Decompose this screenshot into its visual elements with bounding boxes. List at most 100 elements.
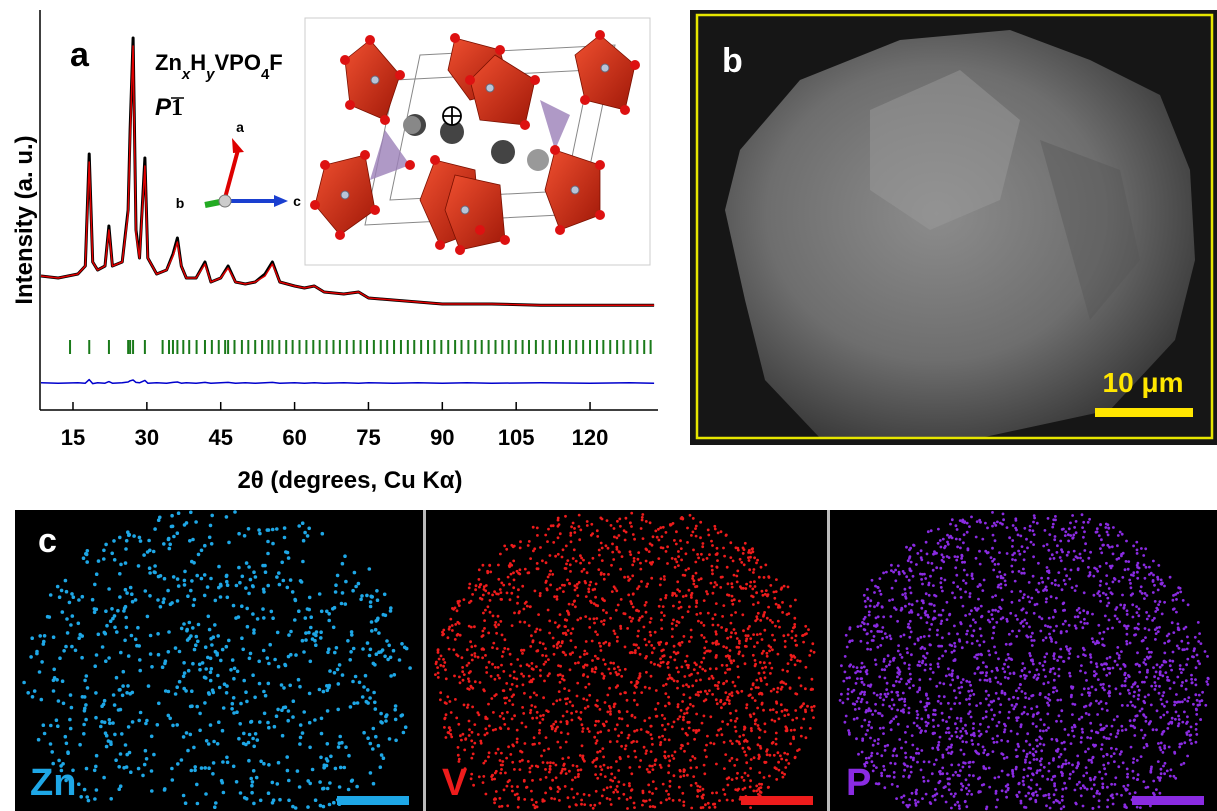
signal-dot	[949, 684, 952, 687]
signal-dot	[775, 603, 778, 606]
signal-dot	[1090, 787, 1093, 790]
signal-dot	[725, 664, 728, 667]
signal-dot	[946, 534, 949, 537]
signal-dot	[379, 712, 383, 716]
signal-dot	[748, 748, 751, 751]
signal-dot	[262, 588, 266, 592]
signal-dot	[622, 612, 625, 615]
signal-dot	[648, 765, 651, 768]
signal-dot	[1169, 664, 1172, 667]
signal-dot	[664, 728, 667, 731]
signal-dot	[722, 604, 725, 607]
signal-dot	[619, 693, 622, 696]
signal-dot	[925, 694, 928, 697]
signal-dot	[942, 756, 945, 759]
signal-dot	[1035, 589, 1038, 592]
signal-dot	[700, 621, 703, 624]
signal-dot	[959, 547, 962, 550]
signal-dot	[985, 730, 988, 733]
signal-dot	[688, 640, 691, 643]
signal-dot	[746, 703, 749, 706]
signal-dot	[732, 681, 735, 684]
signal-dot	[101, 645, 105, 649]
signal-dot	[1038, 582, 1041, 585]
signal-dot	[1111, 593, 1114, 596]
signal-dot	[1148, 566, 1151, 569]
signal-dot	[1142, 737, 1145, 740]
signal-dot	[458, 604, 461, 607]
signal-dot	[673, 645, 676, 648]
signal-dot	[97, 633, 101, 637]
signal-dot	[186, 749, 190, 753]
signal-dot	[873, 591, 876, 594]
signal-dot	[588, 584, 591, 587]
signal-dot	[777, 687, 780, 690]
signal-dot	[713, 586, 716, 589]
signal-dot	[118, 688, 122, 692]
signal-dot	[556, 741, 559, 744]
signal-dot	[203, 701, 207, 705]
signal-dot	[503, 723, 506, 726]
signal-dot	[344, 580, 348, 584]
signal-dot	[243, 534, 247, 538]
signal-dot	[326, 689, 330, 693]
signal-dot	[905, 804, 908, 807]
signal-dot	[525, 601, 528, 604]
signal-dot	[532, 678, 535, 681]
signal-dot	[1041, 581, 1044, 584]
signal-dot	[600, 542, 603, 545]
signal-dot	[221, 648, 225, 652]
signal-dot	[787, 634, 790, 637]
signal-dot	[1150, 685, 1153, 688]
signal-dot	[130, 592, 134, 596]
scale-bar-label: 10 μm	[1103, 367, 1184, 398]
signal-dot	[394, 739, 398, 743]
signal-dot	[287, 779, 291, 783]
signal-dot	[596, 535, 599, 538]
signal-dot	[1102, 764, 1105, 767]
signal-dot	[372, 727, 376, 731]
signal-dot	[917, 801, 920, 804]
signal-dot	[468, 734, 471, 737]
signal-dot	[1106, 531, 1109, 534]
signal-dot	[483, 588, 486, 591]
signal-dot	[1115, 606, 1118, 609]
signal-dot	[1058, 668, 1061, 671]
signal-dot	[458, 758, 461, 761]
signal-dot	[1089, 653, 1092, 656]
signal-dot	[182, 794, 186, 798]
signal-dot	[779, 754, 782, 757]
signal-dot	[504, 772, 507, 775]
signal-dot	[904, 731, 907, 734]
signal-dot	[485, 793, 488, 796]
signal-dot	[677, 718, 680, 721]
signal-dot	[95, 608, 99, 612]
signal-dot	[858, 707, 861, 710]
signal-dot	[375, 652, 379, 656]
signal-dot	[601, 559, 604, 562]
y-axis-label: Intensity (a. u.)	[11, 135, 38, 304]
signal-dot	[1129, 642, 1132, 645]
signal-dot	[951, 592, 954, 595]
signal-dot	[863, 618, 866, 621]
panel-label: b	[722, 42, 743, 80]
signal-dot	[695, 613, 698, 616]
signal-dot	[1053, 679, 1056, 682]
signal-dot	[501, 712, 504, 715]
signal-dot	[1080, 664, 1083, 667]
signal-dot	[594, 630, 597, 633]
signal-dot	[663, 717, 666, 720]
signal-dot	[638, 766, 641, 769]
signal-dot	[517, 596, 520, 599]
signal-dot	[686, 734, 689, 737]
signal-dot	[552, 762, 555, 765]
signal-dot	[714, 613, 717, 616]
signal-dot	[247, 527, 251, 531]
signal-dot	[941, 636, 944, 639]
signal-dot	[794, 599, 797, 602]
signal-dot	[333, 671, 337, 675]
signal-dot	[724, 702, 727, 705]
signal-dot	[882, 765, 885, 768]
signal-dot	[125, 591, 129, 595]
signal-dot	[1028, 743, 1031, 746]
